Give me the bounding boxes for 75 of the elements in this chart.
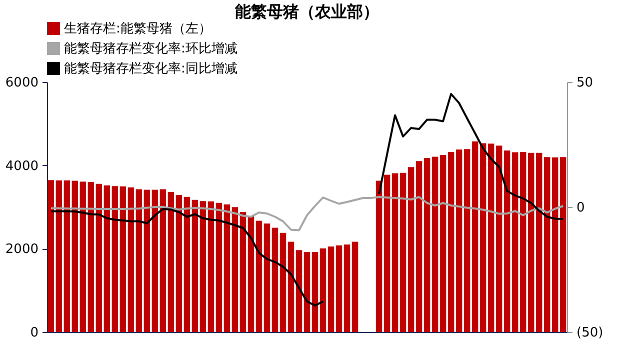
bar xyxy=(192,200,198,332)
bar xyxy=(424,158,430,332)
bar xyxy=(288,242,294,332)
bar xyxy=(520,152,526,332)
bar xyxy=(352,242,358,332)
bar xyxy=(168,192,174,332)
bar xyxy=(280,232,286,332)
bar xyxy=(160,189,166,332)
bar xyxy=(480,143,486,332)
bar xyxy=(144,190,150,332)
bar xyxy=(184,196,190,332)
bar xyxy=(400,172,406,332)
bar xyxy=(488,144,494,332)
bar xyxy=(496,146,502,332)
bar xyxy=(240,212,246,332)
y-tick-label: 0 xyxy=(30,326,38,340)
y2-tick-label: (50) xyxy=(576,326,604,340)
bar xyxy=(88,182,94,332)
bar xyxy=(272,228,278,332)
bar xyxy=(472,141,478,332)
bar xyxy=(120,186,126,332)
bar xyxy=(384,174,390,332)
bar xyxy=(504,150,510,332)
y-tick-label: 6000 xyxy=(5,76,38,90)
legend-label: 能繁母猪存栏变化率:环比增减 xyxy=(64,40,238,56)
bar xyxy=(72,180,78,332)
bar xyxy=(208,201,214,332)
bar xyxy=(448,152,454,332)
line-series xyxy=(50,196,564,232)
bar xyxy=(200,201,206,332)
bar xyxy=(552,157,558,332)
bar xyxy=(96,184,102,332)
y2-tick-label: 0 xyxy=(576,200,585,216)
bar xyxy=(336,245,342,332)
bar xyxy=(560,157,566,332)
bar xyxy=(80,182,86,332)
y-tick-label: 2000 xyxy=(5,242,38,258)
bar xyxy=(264,224,270,332)
bar xyxy=(464,149,470,332)
bar xyxy=(312,252,318,332)
bar xyxy=(296,250,302,332)
y2-tick-label: 50 xyxy=(576,76,594,90)
legend-label: 能繁母猪存栏变化率:同比增减 xyxy=(64,60,238,76)
bar xyxy=(320,248,326,332)
bar xyxy=(152,190,158,332)
bar xyxy=(224,204,230,332)
bar xyxy=(416,161,422,332)
bar xyxy=(56,180,62,332)
bar xyxy=(304,252,310,332)
bar xyxy=(536,152,542,332)
bar xyxy=(512,152,518,332)
bar xyxy=(104,185,110,332)
bar xyxy=(440,155,446,332)
bar xyxy=(328,246,334,332)
bar xyxy=(408,167,414,332)
bar xyxy=(216,202,222,332)
bar xyxy=(256,220,262,332)
bar xyxy=(112,186,118,332)
bar xyxy=(376,180,382,332)
bar xyxy=(176,195,182,332)
chart-title: 能繁母猪（农业部） xyxy=(235,2,379,21)
bar xyxy=(456,150,462,332)
legend-label: 生猪存栏:能繁母猪（左） xyxy=(64,22,212,36)
bar xyxy=(64,180,70,332)
bar xyxy=(248,216,254,332)
bar xyxy=(528,152,534,332)
bar xyxy=(344,244,350,332)
bar xyxy=(432,156,438,332)
bar xyxy=(48,180,54,332)
bar xyxy=(544,157,550,332)
bar xyxy=(128,187,134,332)
bar xyxy=(392,173,398,332)
y-tick-label: 4000 xyxy=(5,158,38,174)
bar xyxy=(136,189,142,332)
bar xyxy=(232,207,238,332)
